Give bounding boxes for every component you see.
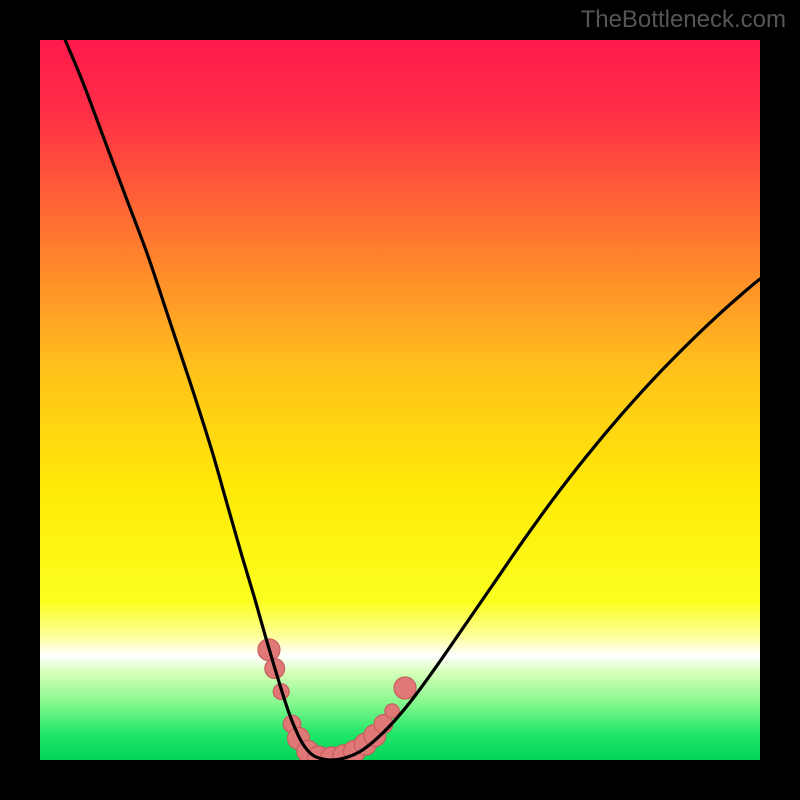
- watermark-label: TheBottleneck.com: [581, 6, 786, 34]
- data-marker: [394, 677, 416, 699]
- plot-background: [40, 40, 760, 760]
- plot-area: [40, 40, 760, 760]
- chart-frame: TheBottleneck.com: [0, 0, 800, 800]
